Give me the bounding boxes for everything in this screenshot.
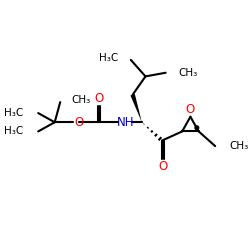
Text: O: O xyxy=(75,116,84,129)
Circle shape xyxy=(195,126,199,130)
Text: CH₃: CH₃ xyxy=(71,95,90,105)
Text: O: O xyxy=(94,92,103,105)
Text: CH₃: CH₃ xyxy=(178,68,198,78)
Text: O: O xyxy=(158,160,168,173)
Text: NH: NH xyxy=(116,116,134,129)
Text: CH₃: CH₃ xyxy=(230,141,249,151)
Polygon shape xyxy=(130,94,142,122)
Text: H₃C: H₃C xyxy=(99,53,118,63)
Text: H₃C: H₃C xyxy=(4,126,24,136)
Text: O: O xyxy=(186,103,195,116)
Text: H₃C: H₃C xyxy=(4,108,24,118)
